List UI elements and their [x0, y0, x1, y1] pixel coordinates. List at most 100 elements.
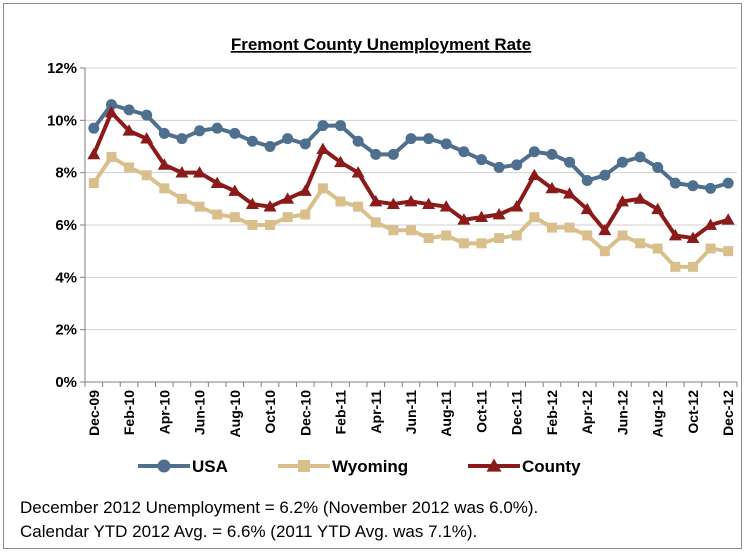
data-point-usa	[475, 154, 487, 166]
data-point-county	[474, 210, 488, 223]
x-tick-label: Apr-11	[368, 390, 384, 434]
data-point-usa	[246, 135, 258, 147]
data-point-usa	[352, 135, 364, 147]
data-point-wyoming	[282, 212, 293, 223]
data-point-county	[457, 213, 471, 225]
legend-label-wyoming: Wyoming	[332, 457, 408, 476]
data-point-wyoming	[582, 230, 593, 241]
y-tick-label: 10%	[47, 112, 77, 129]
data-point-wyoming	[124, 162, 135, 173]
x-tick-label: Aug-11	[438, 390, 454, 437]
data-point-usa	[528, 146, 540, 158]
data-point-county	[668, 228, 682, 241]
data-point-wyoming	[212, 209, 223, 220]
y-axis-tick-labels: 0% 2% 4% 6% 8% 10% 12%	[47, 60, 77, 391]
x-tick-label: Oct-10	[262, 390, 278, 434]
x-axis-tick-labels: Dec-09 Feb-10 Apr-10 Jun-10 Aug-10 Oct-10 Dec-…	[86, 390, 736, 438]
series-wyoming	[88, 151, 734, 272]
x-tick-label: Feb-11	[333, 390, 349, 435]
data-point-usa	[211, 122, 223, 134]
data-point-usa	[458, 146, 470, 158]
data-point-county	[651, 202, 665, 215]
data-point-wyoming	[635, 238, 646, 249]
data-point-usa	[581, 175, 593, 187]
data-point-county	[140, 132, 154, 144]
x-tick-label: Aug-10	[227, 390, 243, 438]
data-point-county	[686, 231, 700, 243]
data-point-county	[422, 197, 436, 209]
x-tick-label: Jun-10	[192, 390, 208, 435]
series-county	[87, 105, 735, 243]
legend-item-wyoming: Wyoming	[278, 457, 408, 476]
x-tick-label: Aug-12	[650, 390, 666, 438]
x-tick-label: Apr-12	[579, 390, 595, 435]
data-point-wyoming	[106, 151, 117, 162]
data-point-wyoming	[617, 230, 628, 241]
data-point-usa	[616, 156, 628, 168]
data-point-usa	[599, 169, 611, 181]
legend-marker-usa	[157, 459, 171, 473]
data-point-usa	[387, 148, 399, 160]
chart-frame	[3, 3, 742, 549]
data-point-wyoming	[599, 246, 610, 257]
data-point-wyoming	[652, 243, 663, 254]
data-point-county	[122, 124, 136, 136]
data-point-usa	[405, 133, 417, 145]
data-point-county	[439, 200, 453, 212]
axes	[80, 67, 738, 387]
data-point-usa	[652, 161, 664, 173]
data-point-county	[598, 223, 612, 236]
legend: USA Wyoming County	[138, 457, 581, 476]
x-tick-label: Jun-12	[614, 390, 630, 435]
data-point-usa	[282, 133, 294, 145]
legend-marker-county	[486, 458, 502, 472]
data-point-wyoming	[546, 222, 557, 233]
x-tick-label: Feb-10	[121, 390, 137, 435]
data-point-wyoming	[141, 170, 152, 181]
data-point-county	[615, 194, 629, 207]
data-point-county	[545, 181, 559, 194]
y-tick-label: 0%	[55, 374, 77, 391]
series-usa	[88, 99, 734, 194]
data-point-usa	[493, 161, 505, 173]
series-lines	[87, 99, 735, 272]
data-point-usa	[317, 120, 329, 132]
data-point-usa	[299, 138, 311, 150]
data-point-wyoming	[176, 193, 187, 204]
data-point-usa	[141, 109, 153, 121]
data-point-usa	[423, 133, 435, 145]
data-point-county	[492, 208, 506, 220]
data-point-usa	[440, 138, 452, 150]
legend-label-county: County	[522, 457, 581, 476]
data-point-county	[721, 213, 735, 225]
legend-marker-wyoming	[298, 460, 310, 472]
data-point-wyoming	[687, 261, 698, 272]
x-tick-label: Dec-11	[509, 390, 525, 435]
data-point-wyoming	[265, 220, 276, 230]
x-tick-label: Apr-10	[156, 390, 172, 435]
data-point-usa	[564, 156, 576, 168]
legend-item-county: County	[468, 457, 581, 476]
data-point-wyoming	[353, 201, 364, 212]
data-point-usa	[669, 177, 681, 189]
data-point-wyoming	[511, 230, 522, 241]
data-point-wyoming	[406, 225, 416, 236]
data-point-usa	[705, 182, 717, 194]
data-point-wyoming	[159, 183, 170, 194]
series-line-county	[91, 110, 729, 241]
data-point-usa	[158, 127, 170, 139]
data-point-county	[351, 166, 365, 178]
data-point-wyoming	[335, 196, 346, 207]
data-point-county	[157, 158, 171, 170]
data-point-wyoming	[229, 212, 240, 223]
data-point-county	[369, 194, 383, 207]
note-ytd-average: Calendar YTD 2012 Avg. = 6.6% (2011 YTD …	[20, 522, 478, 541]
data-point-wyoming	[458, 238, 469, 249]
data-point-wyoming	[388, 225, 399, 236]
data-point-county	[104, 105, 118, 118]
data-point-county	[193, 166, 207, 178]
y-tick-label: 12%	[47, 60, 77, 77]
data-point-wyoming	[529, 212, 540, 223]
data-point-usa	[105, 99, 117, 111]
data-point-county	[228, 184, 242, 196]
